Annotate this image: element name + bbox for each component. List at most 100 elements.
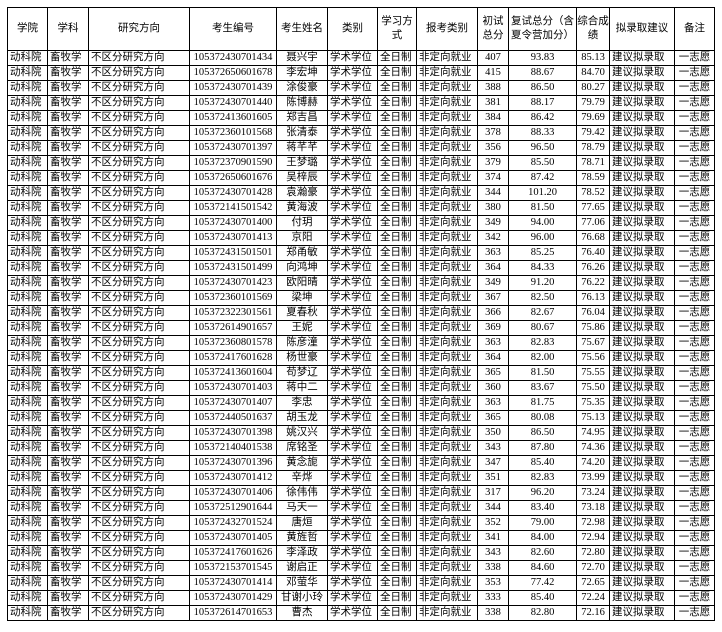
cell-retest-score: 88.67	[508, 65, 577, 81]
cell-remark: 一志愿	[674, 560, 715, 576]
cell-remark: 一志愿	[674, 515, 715, 531]
cell-remark: 一志愿	[674, 380, 715, 396]
cell-candidate-name: 辛烨	[276, 470, 328, 486]
table-row: 动科院 畜牧学 不区分研究方向 105372360101568 张清泰 学术学位 全日制 非定…	[7, 125, 715, 141]
cell-category: 学术学位	[327, 575, 378, 591]
cell-composite-score: 73.99	[576, 470, 610, 486]
cell-candidate-name: 蒋芊芊	[276, 140, 328, 156]
header-research-direction: 研究方向	[88, 7, 190, 51]
cell-composite-score: 75.86	[576, 320, 610, 336]
cell-candidate-name: 付玥	[276, 215, 328, 231]
cell-research-direction: 不区分研究方向	[88, 200, 190, 216]
cell-college: 动科院	[7, 500, 48, 516]
cell-admission-suggestion: 建议拟录取	[609, 440, 675, 456]
cell-candidate-name: 郑甬敏	[276, 245, 328, 261]
cell-candidate-name: 李宏坤	[276, 65, 328, 81]
cell-application-type: 非定向就业	[416, 440, 478, 456]
cell-study-mode: 全日制	[377, 110, 417, 126]
cell-college: 动科院	[7, 95, 48, 111]
cell-composite-score: 76.26	[576, 260, 610, 276]
cell-candidate-id: 105372430701406	[189, 485, 277, 501]
cell-category: 学术学位	[327, 290, 378, 306]
cell-composite-score: 77.65	[576, 200, 610, 216]
cell-college: 动科院	[7, 125, 48, 141]
cell-retest-score: 94.00	[508, 215, 577, 231]
table-row: 动科院 畜牧学 不区分研究方向 105372430701407 李忠 学术学位 全日制 非定向…	[7, 395, 715, 411]
cell-application-type: 非定向就业	[416, 155, 478, 171]
cell-admission-suggestion: 建议拟录取	[609, 545, 675, 561]
cell-candidate-name: 李泽政	[276, 545, 328, 561]
cell-composite-score: 76.68	[576, 230, 610, 246]
cell-category: 学术学位	[327, 65, 378, 81]
header-initial-score: 初试总分	[477, 7, 509, 51]
cell-application-type: 非定向就业	[416, 95, 478, 111]
table-row: 动科院 畜牧学 不区分研究方向 105372430701428 袁瀚豪 学术学位 全日制 非定…	[7, 185, 715, 201]
cell-composite-score: 74.20	[576, 455, 610, 471]
cell-initial-score: 374	[477, 170, 509, 186]
cell-research-direction: 不区分研究方向	[88, 500, 190, 516]
cell-application-type: 非定向就业	[416, 305, 478, 321]
cell-admission-suggestion: 建议拟录取	[609, 50, 675, 66]
table-row: 动科院 畜牧学 不区分研究方向 105372370901590 王梦璐 学术学位 全日制 非定…	[7, 155, 715, 171]
cell-category: 学术学位	[327, 80, 378, 96]
cell-initial-score: 365	[477, 410, 509, 426]
table-row: 动科院 畜牧学 不区分研究方向 105372417601628 杨世豪 学术学位 全日制 非定…	[7, 350, 715, 366]
cell-application-type: 非定向就业	[416, 140, 478, 156]
table-row: 动科院 畜牧学 不区分研究方向 105372440501637 胡玉龙 学术学位 全日制 非定…	[7, 410, 715, 426]
cell-initial-score: 364	[477, 350, 509, 366]
cell-candidate-name: 甘谢小玲	[276, 590, 328, 606]
cell-initial-score: 363	[477, 395, 509, 411]
cell-candidate-id: 105372370901590	[189, 155, 277, 171]
cell-candidate-name: 苟梦辽	[276, 365, 328, 381]
cell-category: 学术学位	[327, 335, 378, 351]
cell-admission-suggestion: 建议拟录取	[609, 380, 675, 396]
cell-college: 动科院	[7, 380, 48, 396]
cell-study-mode: 全日制	[377, 335, 417, 351]
cell-college: 动科院	[7, 185, 48, 201]
cell-candidate-name: 黄海波	[276, 200, 328, 216]
cell-retest-score: 96.50	[508, 140, 577, 156]
cell-retest-score: 86.50	[508, 425, 577, 441]
cell-initial-score: 333	[477, 590, 509, 606]
cell-candidate-id: 105372140401538	[189, 440, 277, 456]
cell-application-type: 非定向就业	[416, 545, 478, 561]
cell-research-direction: 不区分研究方向	[88, 515, 190, 531]
cell-study-mode: 全日制	[377, 215, 417, 231]
cell-candidate-id: 105372430701405	[189, 530, 277, 546]
cell-application-type: 非定向就业	[416, 230, 478, 246]
cell-study-mode: 全日制	[377, 590, 417, 606]
cell-remark: 一志愿	[674, 395, 715, 411]
cell-research-direction: 不区分研究方向	[88, 365, 190, 381]
cell-retest-score: 85.25	[508, 245, 577, 261]
cell-initial-score: 351	[477, 470, 509, 486]
cell-candidate-name: 夏春秋	[276, 305, 328, 321]
cell-candidate-id: 105372430701403	[189, 380, 277, 396]
cell-retest-score: 86.42	[508, 110, 577, 126]
cell-research-direction: 不区分研究方向	[88, 125, 190, 141]
cell-initial-score: 381	[477, 95, 509, 111]
table-row: 动科院 畜牧学 不区分研究方向 105372140401538 席铭圣 学术学位 全日制 非定…	[7, 440, 715, 456]
cell-retest-score: 82.80	[508, 605, 577, 621]
cell-category: 学术学位	[327, 50, 378, 66]
cell-research-direction: 不区分研究方向	[88, 575, 190, 591]
cell-category: 学术学位	[327, 530, 378, 546]
cell-admission-suggestion: 建议拟录取	[609, 245, 675, 261]
cell-category: 学术学位	[327, 470, 378, 486]
cell-composite-score: 73.24	[576, 485, 610, 501]
cell-candidate-name: 郑吉昌	[276, 110, 328, 126]
cell-retest-score: 91.20	[508, 275, 577, 291]
cell-study-mode: 全日制	[377, 260, 417, 276]
cell-college: 动科院	[7, 545, 48, 561]
cell-admission-suggestion: 建议拟录取	[609, 320, 675, 336]
cell-composite-score: 76.04	[576, 305, 610, 321]
cell-study-mode: 全日制	[377, 290, 417, 306]
cell-discipline: 畜牧学	[47, 455, 89, 471]
cell-candidate-id: 105372432701524	[189, 515, 277, 531]
cell-initial-score: 343	[477, 440, 509, 456]
cell-remark: 一志愿	[674, 350, 715, 366]
cell-composite-score: 78.59	[576, 170, 610, 186]
cell-discipline: 畜牧学	[47, 170, 89, 186]
cell-retest-score: 81.50	[508, 365, 577, 381]
cell-admission-suggestion: 建议拟录取	[609, 215, 675, 231]
cell-candidate-id: 105372430701396	[189, 455, 277, 471]
